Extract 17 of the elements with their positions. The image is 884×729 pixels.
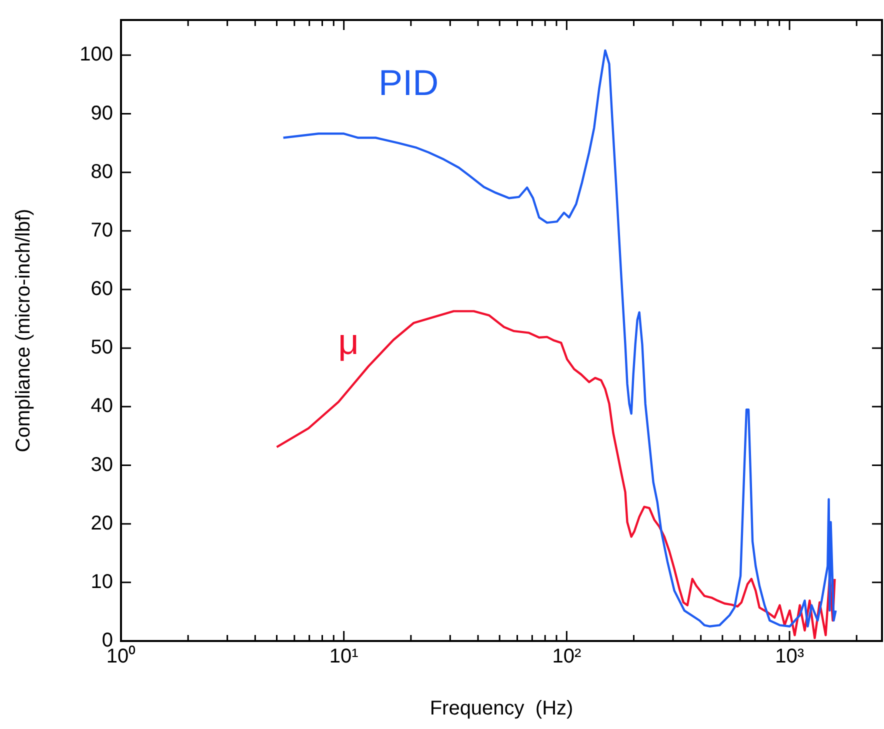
y-tick-label: 100	[80, 44, 113, 66]
y-tick-label: 70	[90, 219, 113, 242]
x-tick-label: 10²	[552, 646, 582, 668]
x-tick-label: 10¹	[329, 646, 359, 668]
y-tick-label: 80	[90, 160, 113, 183]
x-axis-title: Frequency (Hz)	[430, 698, 574, 720]
y-tick-label: 20	[90, 512, 113, 534]
y-tick-label: 30	[90, 454, 113, 476]
x-tick-label: 10³	[775, 646, 804, 668]
y-tick-label: 90	[90, 102, 113, 124]
y-tick-label: 50	[90, 336, 113, 359]
y-axis-title: Compliance (micro-inch/lbf)	[12, 208, 35, 452]
series-label: μ	[338, 320, 359, 362]
y-tick-label: 40	[90, 395, 113, 418]
y-tick-label: 60	[90, 278, 113, 300]
series-label: PID	[378, 62, 439, 103]
y-tick-label: 10	[90, 570, 113, 593]
